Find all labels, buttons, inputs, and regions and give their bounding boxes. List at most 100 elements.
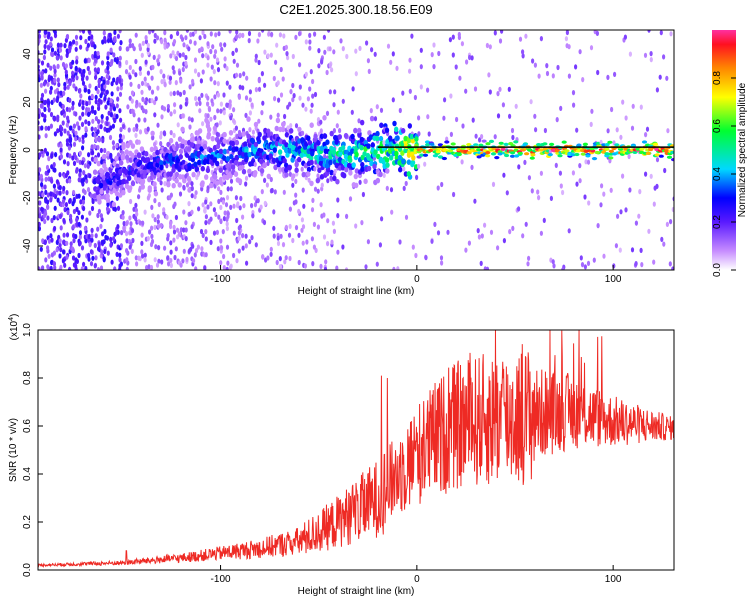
- spectrogram-cell: [153, 190, 159, 197]
- spectrogram-cell: [59, 131, 63, 137]
- spectrogram-cell: [257, 86, 262, 92]
- spectrogram-cell: [476, 155, 482, 159]
- spectrogram-x-tick-label: -100: [211, 274, 231, 285]
- spectrogram-cell: [77, 221, 81, 227]
- spectrogram-cell: [131, 69, 135, 75]
- spectrogram-cell: [93, 57, 98, 64]
- spectrogram-cell: [534, 127, 538, 133]
- spectrogram-cell: [246, 133, 251, 140]
- spectrogram-cell: [244, 233, 248, 239]
- spectrogram-cell: [144, 59, 148, 65]
- spectrogram-cell: [206, 131, 212, 138]
- spectrogram-cell: [271, 157, 277, 164]
- spectrogram-cell: [476, 148, 482, 152]
- spectrogram-cell: [80, 121, 85, 127]
- spectrogram-cell: [373, 51, 377, 57]
- spectrogram-cell: [458, 75, 462, 81]
- spectrogram-cell: [624, 115, 628, 121]
- spectrogram-cell: [306, 152, 311, 159]
- spectrogram-cell: [372, 163, 377, 170]
- spectrogram-cell: [375, 261, 379, 267]
- spectrogram-cell: [144, 109, 148, 115]
- spectrogram-cell: [596, 69, 600, 76]
- spectrogram-cell: [68, 79, 72, 85]
- spectrogram-cell: [79, 35, 83, 41]
- spectrogram-cell: [40, 92, 45, 98]
- spectrogram-cell: [225, 156, 231, 162]
- spectrogram-cell: [216, 108, 220, 114]
- spectrogram-cell: [448, 37, 452, 43]
- spectrogram-cell: [57, 82, 61, 88]
- spectrogram-cell: [105, 89, 109, 95]
- spectrogram-cell: [68, 266, 72, 270]
- spectrogram-cell: [125, 248, 129, 254]
- spectrogram-cell: [223, 42, 227, 48]
- spectrogram-cell: [119, 117, 123, 123]
- spectrogram-cell: [187, 248, 192, 254]
- spectrogram-cell: [422, 153, 429, 157]
- spectrogram-cell: [199, 154, 205, 160]
- spectrogram-cell: [419, 64, 423, 70]
- spectrogram-cell: [586, 159, 591, 165]
- spectrogram-cell: [179, 227, 183, 233]
- spectrogram-cell: [382, 172, 386, 178]
- spectrogram-cell: [582, 142, 589, 146]
- spectrogram-cell: [132, 206, 136, 212]
- spectrogram-cell: [312, 221, 316, 227]
- spectrogram-cell: [291, 82, 295, 89]
- spectrogram-cell: [539, 230, 544, 236]
- spectrogram-cell: [514, 103, 518, 109]
- spectrogram-cell: [567, 73, 572, 79]
- spectrogram-cell: [402, 185, 406, 191]
- spectrogram-cell: [323, 49, 327, 55]
- spectrogram-cell: [501, 102, 505, 108]
- spectrogram-cell: [297, 31, 302, 37]
- spectrogram-cell: [216, 81, 220, 87]
- spectrogram-cell: [128, 38, 132, 44]
- spectrogram-cell: [270, 31, 274, 37]
- spectrogram-cell: [510, 127, 515, 134]
- spectrogram-cell: [470, 164, 474, 170]
- spectrogram-cell: [134, 58, 138, 65]
- spectrogram-cell: [62, 232, 66, 238]
- spectrogram-cell: [481, 139, 487, 143]
- spectrogram-cell: [44, 88, 48, 94]
- spectrogram-cell: [250, 235, 254, 241]
- spectrogram-cell: [278, 32, 282, 38]
- spectrogram-cell: [162, 207, 166, 213]
- spectrogram-cell: [557, 154, 563, 158]
- spectrogram-cell: [340, 145, 346, 151]
- spectrogram-cell: [280, 126, 286, 133]
- spectrogram-cell: [366, 165, 372, 172]
- spectrogram-cell: [652, 259, 656, 265]
- spectrogram-cell: [539, 36, 544, 42]
- spectrogram-cell: [81, 80, 86, 86]
- spectrogram-cell: [451, 52, 455, 58]
- snr-scale-factor: (x104): [8, 314, 20, 341]
- spectrogram-cell: [235, 62, 240, 68]
- spectrogram-cell: [172, 132, 176, 138]
- spectrogram-cell: [153, 38, 157, 44]
- snr-panel: -100 0 100 0.00.20.40.60.81.0 Height of st…: [8, 314, 675, 597]
- spectrogram-y-tick-label: 40: [22, 48, 33, 60]
- spectrogram-cell: [330, 67, 334, 73]
- spectrogram-cell: [140, 240, 144, 246]
- spectrogram-cell: [311, 93, 315, 99]
- spectrogram-cell: [200, 246, 204, 252]
- spectrogram-cell: [237, 225, 241, 231]
- spectrogram-cell: [578, 163, 582, 169]
- spectrogram-cell: [38, 152, 42, 158]
- spectrogram-cell: [375, 104, 379, 110]
- spectrogram-cell: [284, 142, 289, 148]
- spectrogram-cell: [579, 255, 583, 261]
- spectrogram-cell: [96, 50, 100, 57]
- spectrogram-cell: [241, 164, 245, 170]
- spectrogram-cell: [348, 157, 353, 164]
- spectrogram-cell: [190, 193, 194, 199]
- spectrogram-cell: [72, 189, 76, 196]
- spectrogram-cell: [385, 168, 390, 174]
- spectrogram-cell: [639, 147, 645, 151]
- spectrogram-cell: [313, 186, 318, 192]
- spectrogram-cell: [153, 141, 157, 147]
